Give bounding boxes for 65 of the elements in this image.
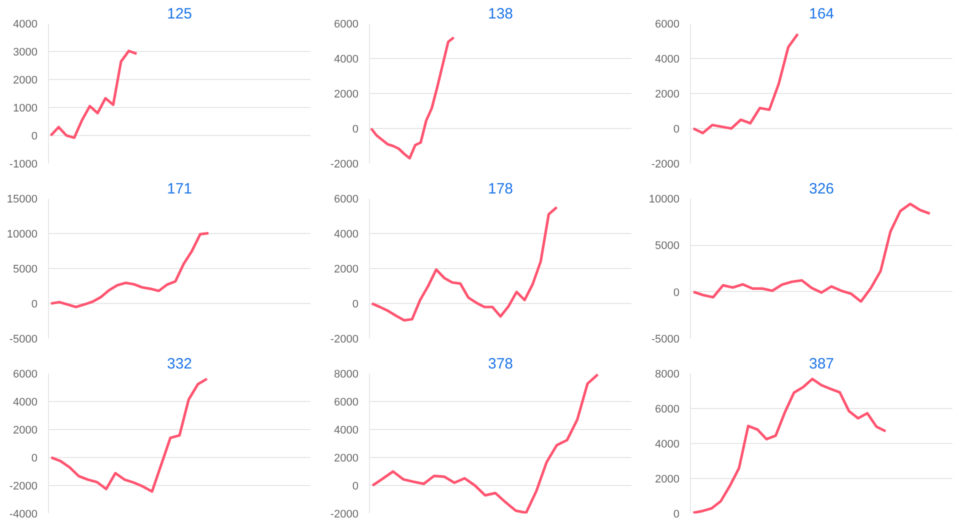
y-tick-label: -2000 [330,508,359,520]
y-tick-label: 4000 [655,438,680,450]
line-series [692,202,932,303]
chart-title: 326 [808,180,834,198]
y-tick-label: 0 [352,480,359,492]
y-tick-label: 2000 [334,264,359,276]
y-tick-label: 4000 [13,396,38,408]
y-tick-label: 0 [673,124,680,136]
y-tick-label: 4000 [334,424,359,436]
y-tick-label: 6000 [655,18,680,30]
y-tick-label: 6000 [655,404,680,416]
y-tick-label: 0 [352,124,359,136]
y-tick-label: 5000 [655,240,680,252]
y-tick-label: 3000 [13,46,38,58]
line-series [371,374,600,514]
y-tick-label: 2000 [655,474,680,486]
y-tick-label: 2000 [13,424,38,436]
chart-title: 332 [166,356,192,372]
y-tick-label: 6000 [334,194,359,206]
y-tick-label: 4000 [13,18,38,30]
line-series [370,206,558,322]
y-tick-label: 6000 [334,396,359,408]
line-series [50,232,210,308]
y-tick-label: 0 [31,452,38,464]
y-tick-label: 10000 [648,194,680,206]
chart-title: 387 [808,356,834,372]
y-tick-label: 0 [673,508,680,520]
y-tick-label: 6000 [13,368,38,380]
y-tick-label: 0 [352,298,359,310]
y-tick-label: 8000 [655,368,680,380]
y-tick-label: 1000 [13,102,38,114]
line-series [370,36,456,160]
line-series [692,32,800,134]
y-tick-label: -1000 [9,158,38,170]
y-tick-label: -2000 [330,334,359,346]
y-tick-label: 0 [31,298,38,310]
chart-title: 178 [488,180,514,198]
y-tick-label: -2000 [9,480,38,492]
y-tick-label: 2000 [334,88,359,100]
y-tick-label: 0 [673,286,680,299]
y-tick-label: 2000 [13,74,38,86]
y-tick-label: 6000 [334,18,359,30]
line-series [50,378,208,493]
y-tick-label: 2000 [334,452,359,464]
y-tick-label: 0 [31,130,38,142]
y-tick-label: 2000 [655,88,680,100]
chart-title: 125 [166,6,192,22]
y-tick-label: -4000 [9,508,38,520]
y-tick-label: 4000 [655,54,680,66]
y-tick-label: -5000 [651,334,680,346]
chart-title: 378 [488,356,514,372]
line-series [50,50,138,140]
y-tick-label: 4000 [334,54,359,66]
y-tick-label: 4000 [334,228,359,240]
chart-title: 171 [166,180,192,198]
y-tick-label: 15000 [6,194,38,206]
y-tick-label: -2000 [330,158,359,170]
line-series [692,378,887,514]
y-tick-label: -5000 [9,334,38,346]
chart-title: 138 [488,6,514,22]
y-tick-label: -2000 [651,158,680,170]
y-tick-label: 5000 [13,264,38,276]
y-tick-label: 10000 [6,228,38,240]
chart-title: 164 [808,6,834,22]
y-tick-label: 8000 [334,368,359,380]
